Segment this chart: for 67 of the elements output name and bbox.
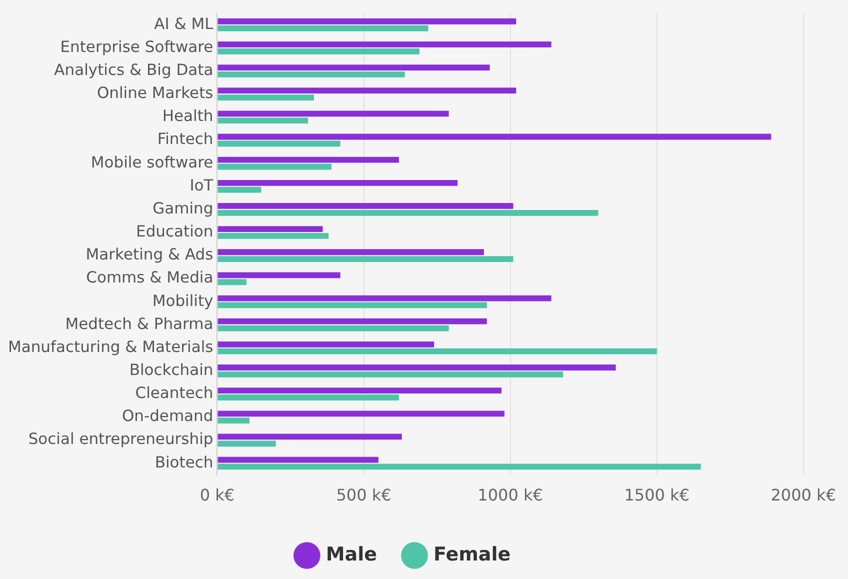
- bar: [218, 388, 502, 394]
- bar: [218, 456, 378, 463]
- bar: [218, 279, 247, 286]
- y-tick-label: Enterprise Software: [60, 38, 214, 56]
- bar: [218, 302, 487, 308]
- legend-label: Female: [434, 543, 511, 566]
- bar: [218, 318, 487, 324]
- bar: [218, 371, 564, 378]
- y-tick-label: Education: [136, 222, 214, 241]
- bar: [218, 210, 598, 216]
- y-tick-label: AI & ML: [154, 14, 214, 33]
- y-tick-label: Mobility: [152, 292, 214, 310]
- y-tick-label: Health: [162, 107, 214, 126]
- bar: [218, 233, 329, 239]
- bar: [218, 72, 405, 78]
- y-tick-label: Medtech & Pharma: [65, 314, 214, 333]
- y-tick-label: Comms & Media: [86, 268, 214, 287]
- x-tick-label: 1500 k€: [624, 486, 690, 505]
- x-tick-label: 2000 k€: [770, 486, 836, 505]
- y-tick-label: Mobile software: [90, 153, 214, 172]
- bar: [218, 364, 616, 370]
- bar: [218, 325, 449, 332]
- bar: [218, 434, 402, 440]
- x-tick-label: 500 k€: [336, 486, 392, 505]
- y-tick-label: IoT: [190, 176, 214, 194]
- bar: [218, 64, 490, 70]
- bar: [218, 134, 772, 140]
- y-tick-label: Fintech: [157, 130, 214, 148]
- bar: [218, 156, 399, 163]
- y-tick-label: Marketing & Ads: [86, 246, 214, 264]
- bar: [218, 110, 449, 117]
- y-tick-label: On-demand: [122, 407, 214, 426]
- bar: [218, 94, 314, 100]
- bar: [218, 25, 428, 32]
- bar: [218, 48, 420, 54]
- y-tick-label: Online Markets: [96, 84, 214, 102]
- y-tick-label: Manufacturing & Materials: [8, 338, 214, 356]
- bar: [218, 348, 657, 354]
- bar: [218, 226, 323, 232]
- bar: [218, 164, 332, 170]
- bar: [218, 410, 504, 417]
- bar: [218, 140, 340, 147]
- bar: [218, 418, 250, 424]
- legend-label: Male: [326, 543, 378, 566]
- y-tick-label: Social entrepreneurship: [28, 430, 214, 448]
- bar: [218, 118, 308, 124]
- y-tick-label: Cleantech: [135, 384, 214, 402]
- x-tick-label: 1000 k€: [478, 486, 543, 505]
- bar: [218, 341, 434, 348]
- x-tick-label: 0 k€: [200, 486, 235, 505]
- bar: [218, 272, 340, 278]
- bar: [218, 295, 552, 302]
- y-tick-label: Biotech: [154, 453, 214, 472]
- bar: [218, 186, 262, 193]
- bar: [218, 42, 552, 48]
- bar: [218, 464, 701, 470]
- bar: [218, 180, 458, 186]
- bar: [218, 18, 516, 24]
- bar: [218, 88, 516, 94]
- y-tick-label: Analytics & Big Data: [54, 61, 214, 80]
- y-tick-label: Gaming: [152, 199, 214, 218]
- y-tick-label: Blockchain: [129, 360, 214, 379]
- bar: [218, 203, 514, 209]
- bar: [218, 440, 276, 447]
- bar: [218, 256, 514, 262]
- bar: [218, 394, 399, 400]
- bar: [218, 249, 484, 256]
